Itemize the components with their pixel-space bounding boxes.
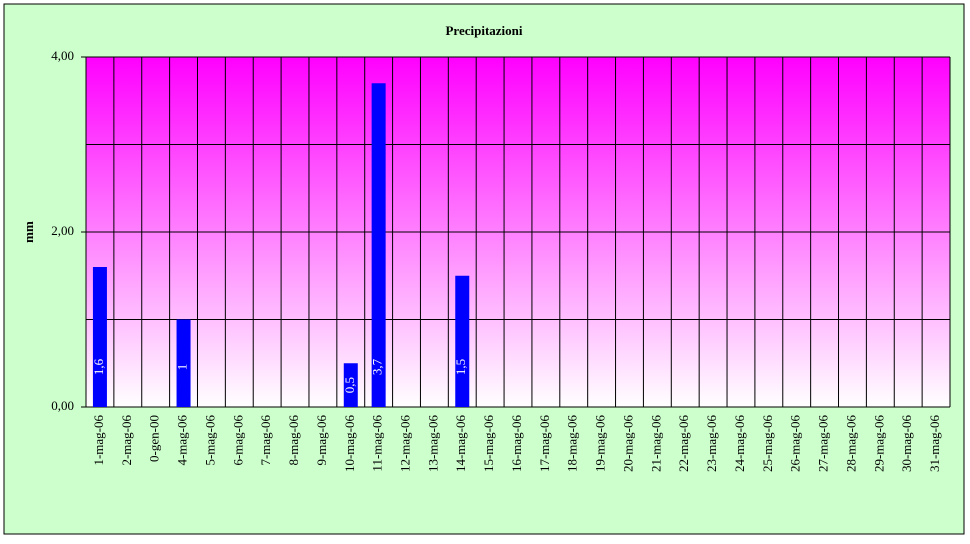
- x-tick-label: 4-mag-06: [175, 415, 190, 466]
- x-tick-label: 11-mag-06: [370, 415, 385, 472]
- x-tick-label: 27-mag-06: [816, 415, 831, 473]
- y-tick-label: 4,00: [51, 48, 74, 63]
- x-tick-label: 29-mag-06: [871, 415, 886, 473]
- y-tick-label: 2,00: [51, 223, 74, 238]
- data-label: 1: [175, 364, 190, 371]
- y-tick-label: 0,00: [51, 398, 74, 413]
- x-tick-label: 30-mag-06: [899, 415, 914, 473]
- chart-title: Precipitazioni: [445, 23, 522, 38]
- x-tick-label: 26-mag-06: [788, 415, 803, 473]
- x-tick-label: 19-mag-06: [593, 415, 608, 473]
- x-tick-label: 25-mag-06: [760, 415, 775, 473]
- data-label: 1,6: [91, 358, 106, 375]
- x-tick-label: 28-mag-06: [843, 415, 858, 473]
- bar: [92, 267, 107, 407]
- data-label: 3,7: [370, 358, 385, 375]
- x-tick-label: 23-mag-06: [704, 415, 719, 473]
- bar: [343, 363, 358, 407]
- x-tick-label: 22-mag-06: [676, 415, 691, 473]
- y-axis-title: mm: [21, 221, 36, 243]
- data-label: 0,5: [342, 377, 357, 393]
- x-tick-label: 14-mag-06: [453, 415, 468, 473]
- x-tick-label: 16-mag-06: [509, 415, 524, 473]
- bar: [455, 275, 470, 407]
- x-tick-label: 1-mag-06: [91, 415, 106, 466]
- data-label: 1,5: [453, 359, 468, 375]
- x-tick-label: 15-mag-06: [481, 415, 496, 473]
- x-tick-label: 7-mag-06: [258, 415, 273, 466]
- x-tick-label: 2-mag-06: [119, 415, 134, 466]
- x-tick-label: 12-mag-06: [398, 415, 413, 473]
- x-tick-label: 6-mag-06: [230, 415, 245, 466]
- x-tick-label: 24-mag-06: [732, 415, 747, 473]
- x-tick-label: 17-mag-06: [537, 415, 552, 473]
- x-tick-label: 13-mag-06: [425, 415, 440, 473]
- bar: [371, 83, 386, 407]
- x-tick-label: 31-mag-06: [927, 415, 942, 473]
- x-tick-label: 5-mag-06: [202, 415, 217, 466]
- x-tick-label: 20-mag-06: [620, 415, 635, 473]
- x-tick-label: 8-mag-06: [286, 415, 301, 466]
- x-tick-label: 21-mag-06: [648, 415, 663, 473]
- x-tick-label: 18-mag-06: [565, 415, 580, 473]
- x-tick-label: 10-mag-06: [342, 415, 357, 473]
- x-tick-label: 9-mag-06: [314, 415, 329, 466]
- bar: [176, 319, 191, 407]
- x-tick-label: 0-gen-00: [147, 415, 162, 462]
